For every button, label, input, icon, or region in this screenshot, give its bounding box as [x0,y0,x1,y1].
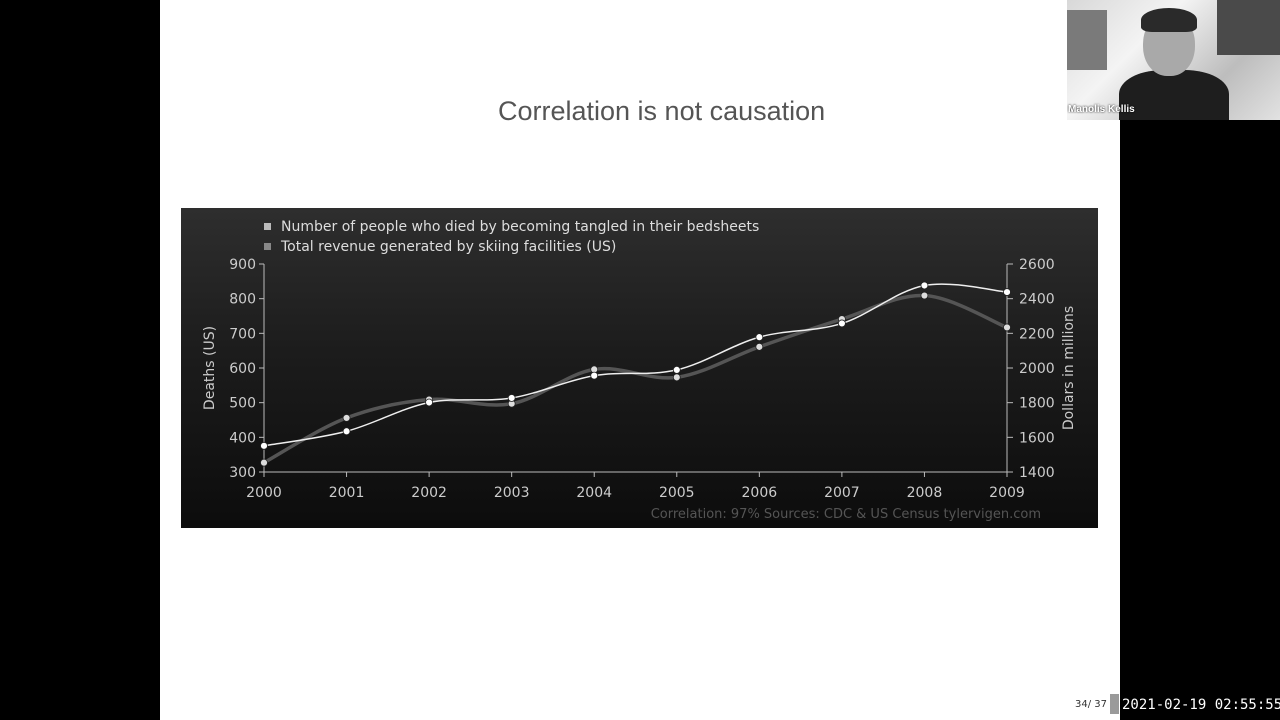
legend-swatch-revenue [264,243,271,250]
y-tick-label: 400 [229,430,256,446]
chart-lines [263,283,1008,465]
y-tick-label: 800 [229,292,256,308]
data-point-revenue [260,441,268,450]
chart-panel: 300 400 500 600 700 800 900 1400 1600 1800 2000 220… [181,208,1098,528]
data-point-deaths [260,458,268,467]
chart-points [260,281,1011,467]
y2-tick-label: 1600 [1019,430,1055,446]
chart-footer: Correlation: 97% Sources: CDC & US Censu… [651,507,1041,522]
legend-label-revenue: Total revenue generated by skiing facili… [280,239,616,255]
y2-axis-label: Dollars in millions [1061,306,1077,430]
webcam-background [1217,0,1280,55]
y2-tick-label: 2200 [1019,326,1055,342]
webcam-video: Manolis Kellis [1067,0,1280,120]
x-tick-label: 2007 [824,485,860,501]
x-tick-label: 2001 [329,485,365,501]
y-tick-label: 600 [229,361,256,377]
x-tick-label: 2005 [659,485,695,501]
x-tick-label: 2003 [494,485,530,501]
webcam-person-hair [1141,8,1197,32]
y-tick-label: 300 [229,465,256,481]
recording-timestamp: 2021-02-19 02:55:55 [1120,694,1280,716]
legend-swatch-deaths [264,223,271,230]
data-point-revenue [425,398,434,407]
data-point-deaths [755,342,764,351]
webcam-participant-name: Manolis Kellis [1068,104,1135,115]
y-axis-label: Deaths (US) [202,326,218,410]
y2-tick-label: 1400 [1019,465,1055,481]
y-tick-label: 900 [229,257,256,273]
legend-label-deaths: Number of people who died by becoming ta… [281,219,759,235]
webcam-background-frame [1067,10,1107,70]
x-tick-label: 2009 [989,485,1025,501]
chart: 300 400 500 600 700 800 900 1400 1600 1800 2000 220… [202,219,1077,522]
data-point-revenue [920,281,929,290]
data-point-deaths [342,414,351,422]
data-point-deaths [1003,323,1011,332]
data-point-revenue [507,394,516,402]
x-tick-label: 2008 [907,485,943,501]
x-tick-label: 2000 [246,485,282,501]
series-line-deaths [263,293,1008,465]
data-point-revenue [342,427,351,436]
x-tick-label: 2004 [576,485,612,501]
slide-title: Correlation is not causation [498,96,826,126]
data-point-deaths [920,291,929,300]
y2-tick-label: 2400 [1019,292,1055,308]
chart-axes: 300 400 500 600 700 800 900 1400 1600 1800 2000 220… [229,257,1054,501]
chart-legend: Number of people who died by becoming ta… [264,219,759,255]
x-tick-label: 2002 [411,485,447,501]
data-point-revenue [1003,288,1011,296]
data-point-revenue [755,333,764,342]
timestamp-marker [1110,694,1119,714]
data-point-deaths [672,373,681,382]
y-tick-label: 500 [229,396,256,412]
series-line-revenue [263,283,1008,447]
page-number: 34/ 37 [1075,699,1107,710]
y2-tick-label: 1800 [1019,396,1055,412]
data-point-revenue [672,366,681,374]
y2-tick-label: 2600 [1019,257,1055,273]
data-point-revenue [590,371,599,380]
y-tick-label: 700 [229,326,256,342]
y2-tick-label: 2000 [1019,361,1055,377]
webcam-person-body [1119,70,1229,120]
data-point-revenue [837,319,846,328]
x-tick-label: 2006 [742,485,778,501]
